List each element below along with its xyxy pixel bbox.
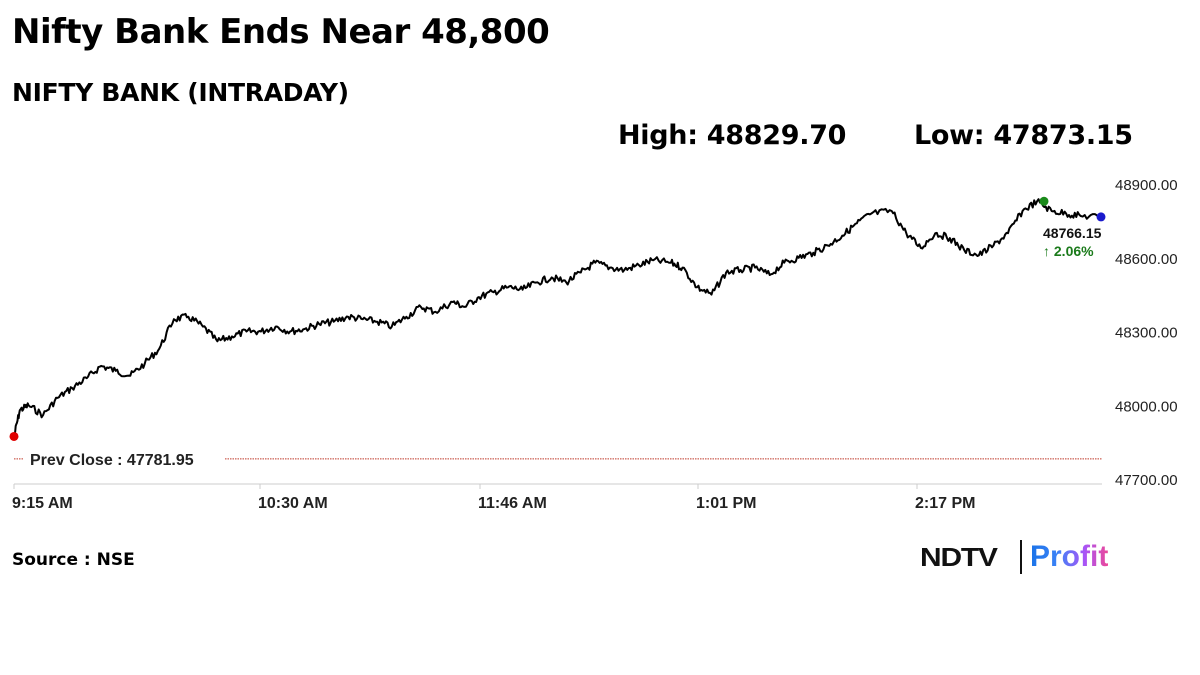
price-line: [13, 198, 1102, 437]
logo-ndtv-text: NDTV: [920, 541, 998, 572]
x-tick-label: 2:17 PM: [915, 495, 975, 512]
open-marker-icon: [9, 431, 19, 441]
day-high-label: High: 48829.70: [618, 120, 847, 151]
y-tick-label: 48900.00: [1115, 177, 1178, 194]
x-axis-ticks: 9:15 AM 10:30 AM 11:46 AM 1:01 PM 2:17 PM: [12, 484, 975, 512]
high-marker-icon: [1039, 196, 1049, 206]
x-tick-label: 10:30 AM: [258, 495, 328, 512]
y-tick-label: 48000.00: [1115, 398, 1178, 415]
last-price-label: 48766.15: [1043, 225, 1102, 241]
prev-close-label: Prev Close : 47781.95: [30, 452, 194, 469]
y-tick-label: 47700.00: [1115, 472, 1178, 489]
change-percent-label: ↑ 2.06%: [1043, 243, 1094, 259]
day-low-label: Low: 47873.15: [914, 120, 1133, 151]
ndtv-profit-logo: NDTV Profit: [920, 538, 1108, 576]
logo-separator: [1020, 540, 1022, 574]
y-tick-label: 48600.00: [1115, 251, 1178, 268]
source-label: Source : NSE: [12, 550, 135, 570]
chart-subtitle: NIFTY BANK (INTRADAY): [12, 78, 349, 107]
y-axis-ticks: 48900.00 48600.00 48300.00 48000.00 47700.00: [1115, 177, 1178, 489]
logo-profit-text: Profit: [1030, 540, 1109, 573]
x-tick-label: 9:15 AM: [12, 495, 73, 512]
last-price-marker-icon: [1096, 212, 1106, 222]
y-tick-label: 48300.00: [1115, 325, 1178, 342]
page-title: Nifty Bank Ends Near 48,800: [12, 12, 550, 52]
intraday-line-chart: 9:15 AM 10:30 AM 11:46 AM 1:01 PM 2:17 PM 48…: [9, 177, 1178, 512]
x-tick-label: 1:01 PM: [696, 495, 756, 512]
x-tick-label: 11:46 AM: [478, 495, 547, 512]
